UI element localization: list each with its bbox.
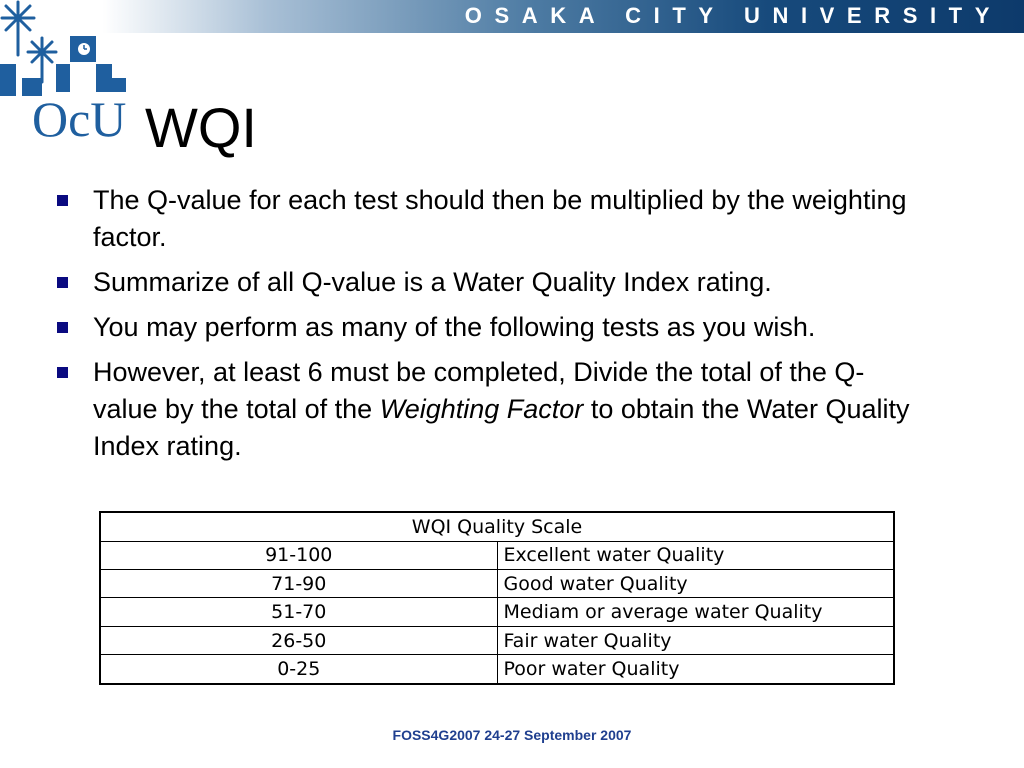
description-cell: Poor water Quality (496, 654, 895, 685)
bullet-text-part: to obtain the Water Quality Index rating… (93, 394, 910, 461)
bullet-item: Summarize of all Q-value is a Water Qual… (52, 264, 922, 301)
square-bullet-icon (57, 367, 68, 378)
description-cell: Mediam or average water Quality (496, 597, 895, 627)
bullet-list: The Q-value for each test should then be… (52, 182, 922, 473)
description-cell: Fair water Quality (496, 625, 895, 656)
description-cell: Good water Quality (496, 568, 895, 599)
university-name: OSAKA CITY UNIVERSITY (464, 3, 1002, 28)
header-banner: OSAKA CITY UNIVERSITY (0, 0, 1024, 33)
table-header: WQI Quality Scale (99, 511, 895, 542)
table-row: 26-50 Fair water Quality (99, 625, 895, 656)
logo-text: OcU (32, 91, 126, 147)
description-cell: Excellent water Quality (496, 540, 895, 570)
range-cell: 51-70 (99, 597, 498, 627)
bullet-text: You may perform as many of the following… (93, 312, 816, 342)
square-bullet-icon (57, 277, 68, 288)
range-cell: 71-90 (99, 568, 498, 599)
bullet-emphasis: Weighting Factor (379, 394, 584, 424)
slide-title: WQI (145, 96, 257, 159)
table-row: 71-90 Good water Quality (99, 568, 895, 599)
table-row: 51-70 Mediam or average water Quality (99, 597, 895, 627)
bullet-text: Summarize of all Q-value is a Water Qual… (93, 267, 772, 297)
osaka-city-university-logo: OcU (0, 0, 126, 147)
range-cell: 0-25 (99, 654, 498, 685)
square-bullet-icon (57, 195, 68, 206)
square-bullet-icon (57, 322, 68, 333)
bullet-text: However, at least 6 must be completed, D… (93, 357, 909, 461)
range-cell: 91-100 (99, 540, 498, 570)
table-row: 91-100 Excellent water Quality (99, 540, 895, 570)
range-cell: 26-50 (99, 625, 498, 656)
footer-text: FOSS4G2007 24-27 September 2007 (392, 727, 632, 743)
bullet-item: You may perform as many of the following… (52, 309, 922, 346)
bullet-text-part: However, at least 6 must be completed, D… (93, 357, 865, 424)
bullet-item: However, at least 6 must be completed, D… (52, 354, 922, 465)
wqi-quality-scale-table: WQI Quality Scale 91-100 Excellent water… (99, 511, 895, 685)
bullet-item: The Q-value for each test should then be… (52, 182, 922, 256)
table-row: 0-25 Poor water Quality (99, 654, 895, 685)
table-header-row: WQI Quality Scale (99, 511, 895, 542)
bullet-text: The Q-value for each test should then be… (93, 185, 907, 252)
